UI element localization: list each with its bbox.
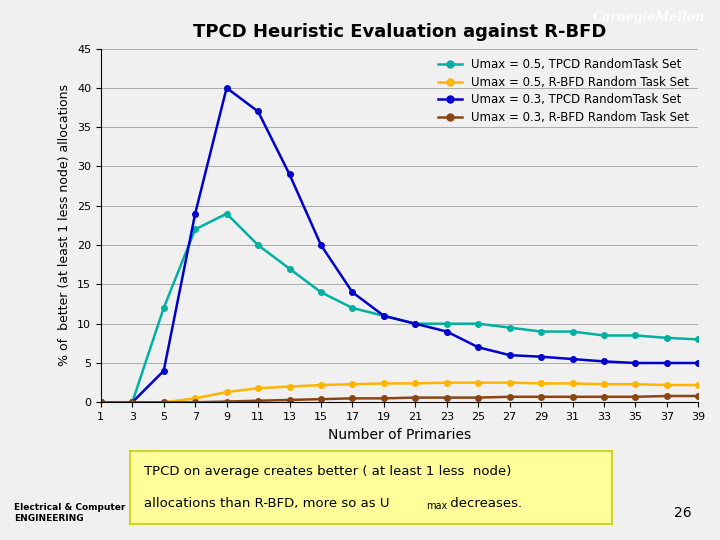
Title: TPCD Heuristic Evaluation against R-BFD: TPCD Heuristic Evaluation against R-BFD: [193, 23, 606, 42]
Legend: Umax = 0.5, TPCD RandomTask Set, Umax = 0.5, R-BFD Random Task Set, Umax = 0.3, : Umax = 0.5, TPCD RandomTask Set, Umax = …: [434, 55, 693, 128]
Text: 26: 26: [674, 506, 691, 520]
Text: max: max: [426, 501, 448, 511]
Text: CarnegieMellon: CarnegieMellon: [593, 11, 706, 24]
X-axis label: Number of Primaries: Number of Primaries: [328, 428, 471, 442]
Y-axis label: % of  better (at least 1 less node) allocations: % of better (at least 1 less node) alloc…: [58, 84, 71, 367]
Text: TPCD on average creates better ( at least 1 less  node): TPCD on average creates better ( at leas…: [144, 465, 511, 478]
Text: allocations than R-BFD, more so as U: allocations than R-BFD, more so as U: [144, 497, 390, 510]
Text: Electrical & Computer
ENGINEERING: Electrical & Computer ENGINEERING: [14, 503, 126, 523]
Text: decreases.: decreases.: [446, 497, 522, 510]
